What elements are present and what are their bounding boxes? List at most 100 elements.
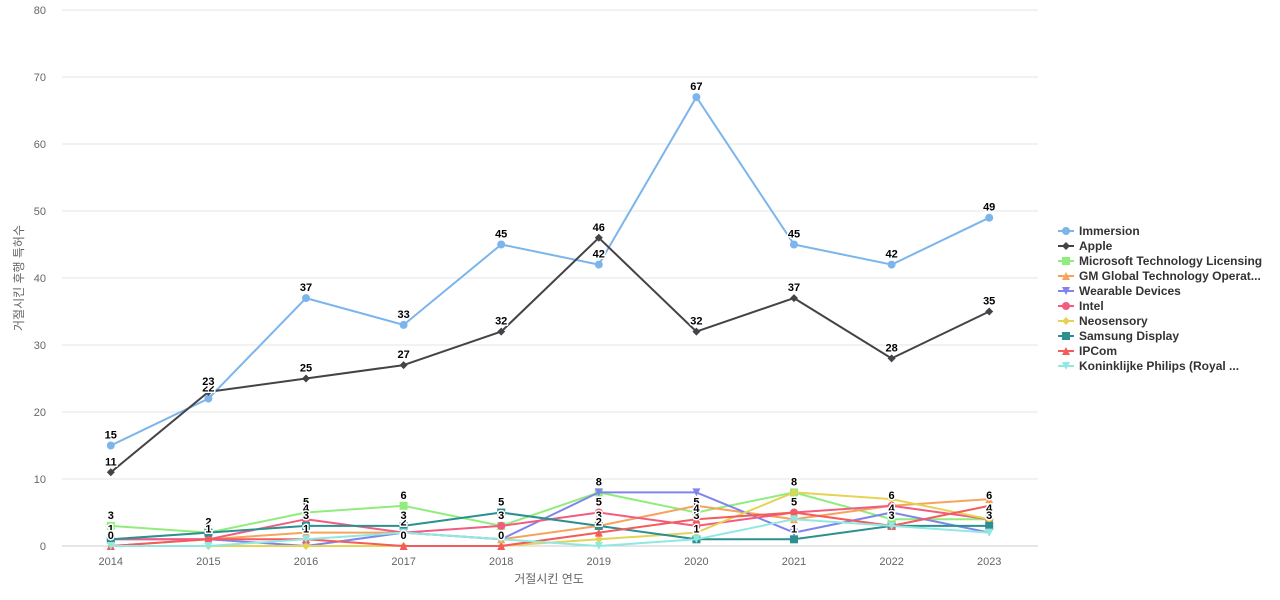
y-axis-title: 거절시킨 후행 특허수 [11,225,26,331]
legend-label: Apple [1079,239,1113,253]
x-tick-label: 2019 [587,556,611,568]
data-point [594,508,603,517]
data-label: 27 [397,349,409,361]
data-label: 4 [986,503,993,515]
data-label: 1 [108,523,114,535]
legend-item-samsung-display[interactable]: Samsung Display [1058,329,1179,343]
data-point [985,515,994,524]
data-point [692,528,701,537]
legend-marker [1062,347,1070,355]
data-label: 3 [889,510,895,522]
legend-marker [1062,227,1070,235]
data-label: 37 [300,282,312,294]
y-tick-label: 10 [34,474,46,486]
x-tick-label: 2022 [879,556,903,568]
data-point [790,294,798,303]
legend-item-microsoft-technology-licensing[interactable]: Microsoft Technology Licensing [1058,254,1262,268]
data-label: 0 [108,530,114,542]
x-tick-label: 2015 [196,556,220,568]
series-line-microsoft-technology-licensing [109,491,991,534]
data-point [204,528,213,537]
y-tick-label: 60 [34,139,46,151]
data-point [790,240,798,249]
data-label: 3 [498,510,504,522]
data-label: 25 [300,363,312,375]
data-point [204,542,213,550]
legend-marker [1062,362,1070,370]
data-point [985,501,994,510]
data-point [790,515,798,524]
legend-item-intel[interactable]: Intel [1058,299,1104,313]
legend-item-wearable-devices[interactable]: Wearable Devices [1058,284,1181,298]
legend-marker [1062,332,1070,340]
data-point [692,501,701,510]
data-label: 3 [401,510,407,522]
legend-item-apple[interactable]: Apple [1058,239,1113,253]
data-label: 37 [788,282,800,294]
series-line-samsung-display [109,511,991,541]
data-label: 5 [596,497,602,509]
data-label: 1 [108,523,114,535]
data-label: 4 [986,503,993,515]
data-point [985,307,994,316]
data-label: 33 [397,309,409,321]
data-point [302,542,310,550]
data-label: 6 [401,490,407,502]
data-point [790,535,798,544]
data-label: 4 [889,503,896,515]
data-point [692,515,701,524]
y-tick-label: 80 [34,5,46,17]
series-line-apple [109,236,991,474]
legend-item-ipcom[interactable]: IPCom [1058,344,1117,358]
data-point [790,488,798,497]
data-label: 5 [303,497,309,509]
data-label: 3 [986,510,992,522]
series-line-immersion [109,96,991,447]
data-point [497,327,506,336]
x-tick-label: 2016 [294,556,318,568]
legend-item-gm-global-technology-operat[interactable]: GM Global Technology Operat... [1058,269,1261,283]
data-label: 5 [791,497,797,509]
data-label: 45 [788,229,800,241]
legend-label: Intel [1079,299,1104,313]
x-tick-label: 2021 [782,556,806,568]
series-apple [106,233,994,477]
data-point [106,468,115,477]
data-point [594,535,603,544]
data-point [594,521,603,530]
data-label: 5 [498,497,504,509]
data-point [302,521,310,530]
legend-item-neosensory[interactable]: Neosensory [1058,314,1148,328]
data-point [887,521,896,530]
data-point [887,515,896,524]
data-label: 11 [105,456,117,468]
data-label: 3 [693,510,699,522]
data-label: 46 [593,222,605,234]
legend-item-koninklijke-philips-royal[interactable]: Koninklijke Philips (Royal ... [1058,359,1239,373]
data-point [302,374,310,383]
data-point [399,361,408,370]
x-tick-label: 2020 [684,556,708,568]
data-label: 22 [202,383,214,395]
data-point [302,515,310,524]
data-point [497,508,506,517]
series-line-koninklijke-philips-royal [109,518,991,547]
legend-label: Immersion [1079,224,1140,238]
data-label: 5 [791,497,797,509]
data-label: 32 [495,316,507,328]
data-point [302,294,310,303]
data-label: 1 [205,523,211,535]
data-point [692,521,701,530]
data-point [302,528,310,537]
data-point [887,495,896,504]
data-label: 3 [596,510,602,522]
legend-label: Wearable Devices [1079,284,1181,298]
data-point [399,501,408,510]
data-point [594,488,603,497]
series-line-gm-global-technology-operat [109,498,991,547]
legend-item-immersion[interactable]: Immersion [1058,224,1140,238]
data-point [887,260,896,269]
data-point [302,535,310,544]
